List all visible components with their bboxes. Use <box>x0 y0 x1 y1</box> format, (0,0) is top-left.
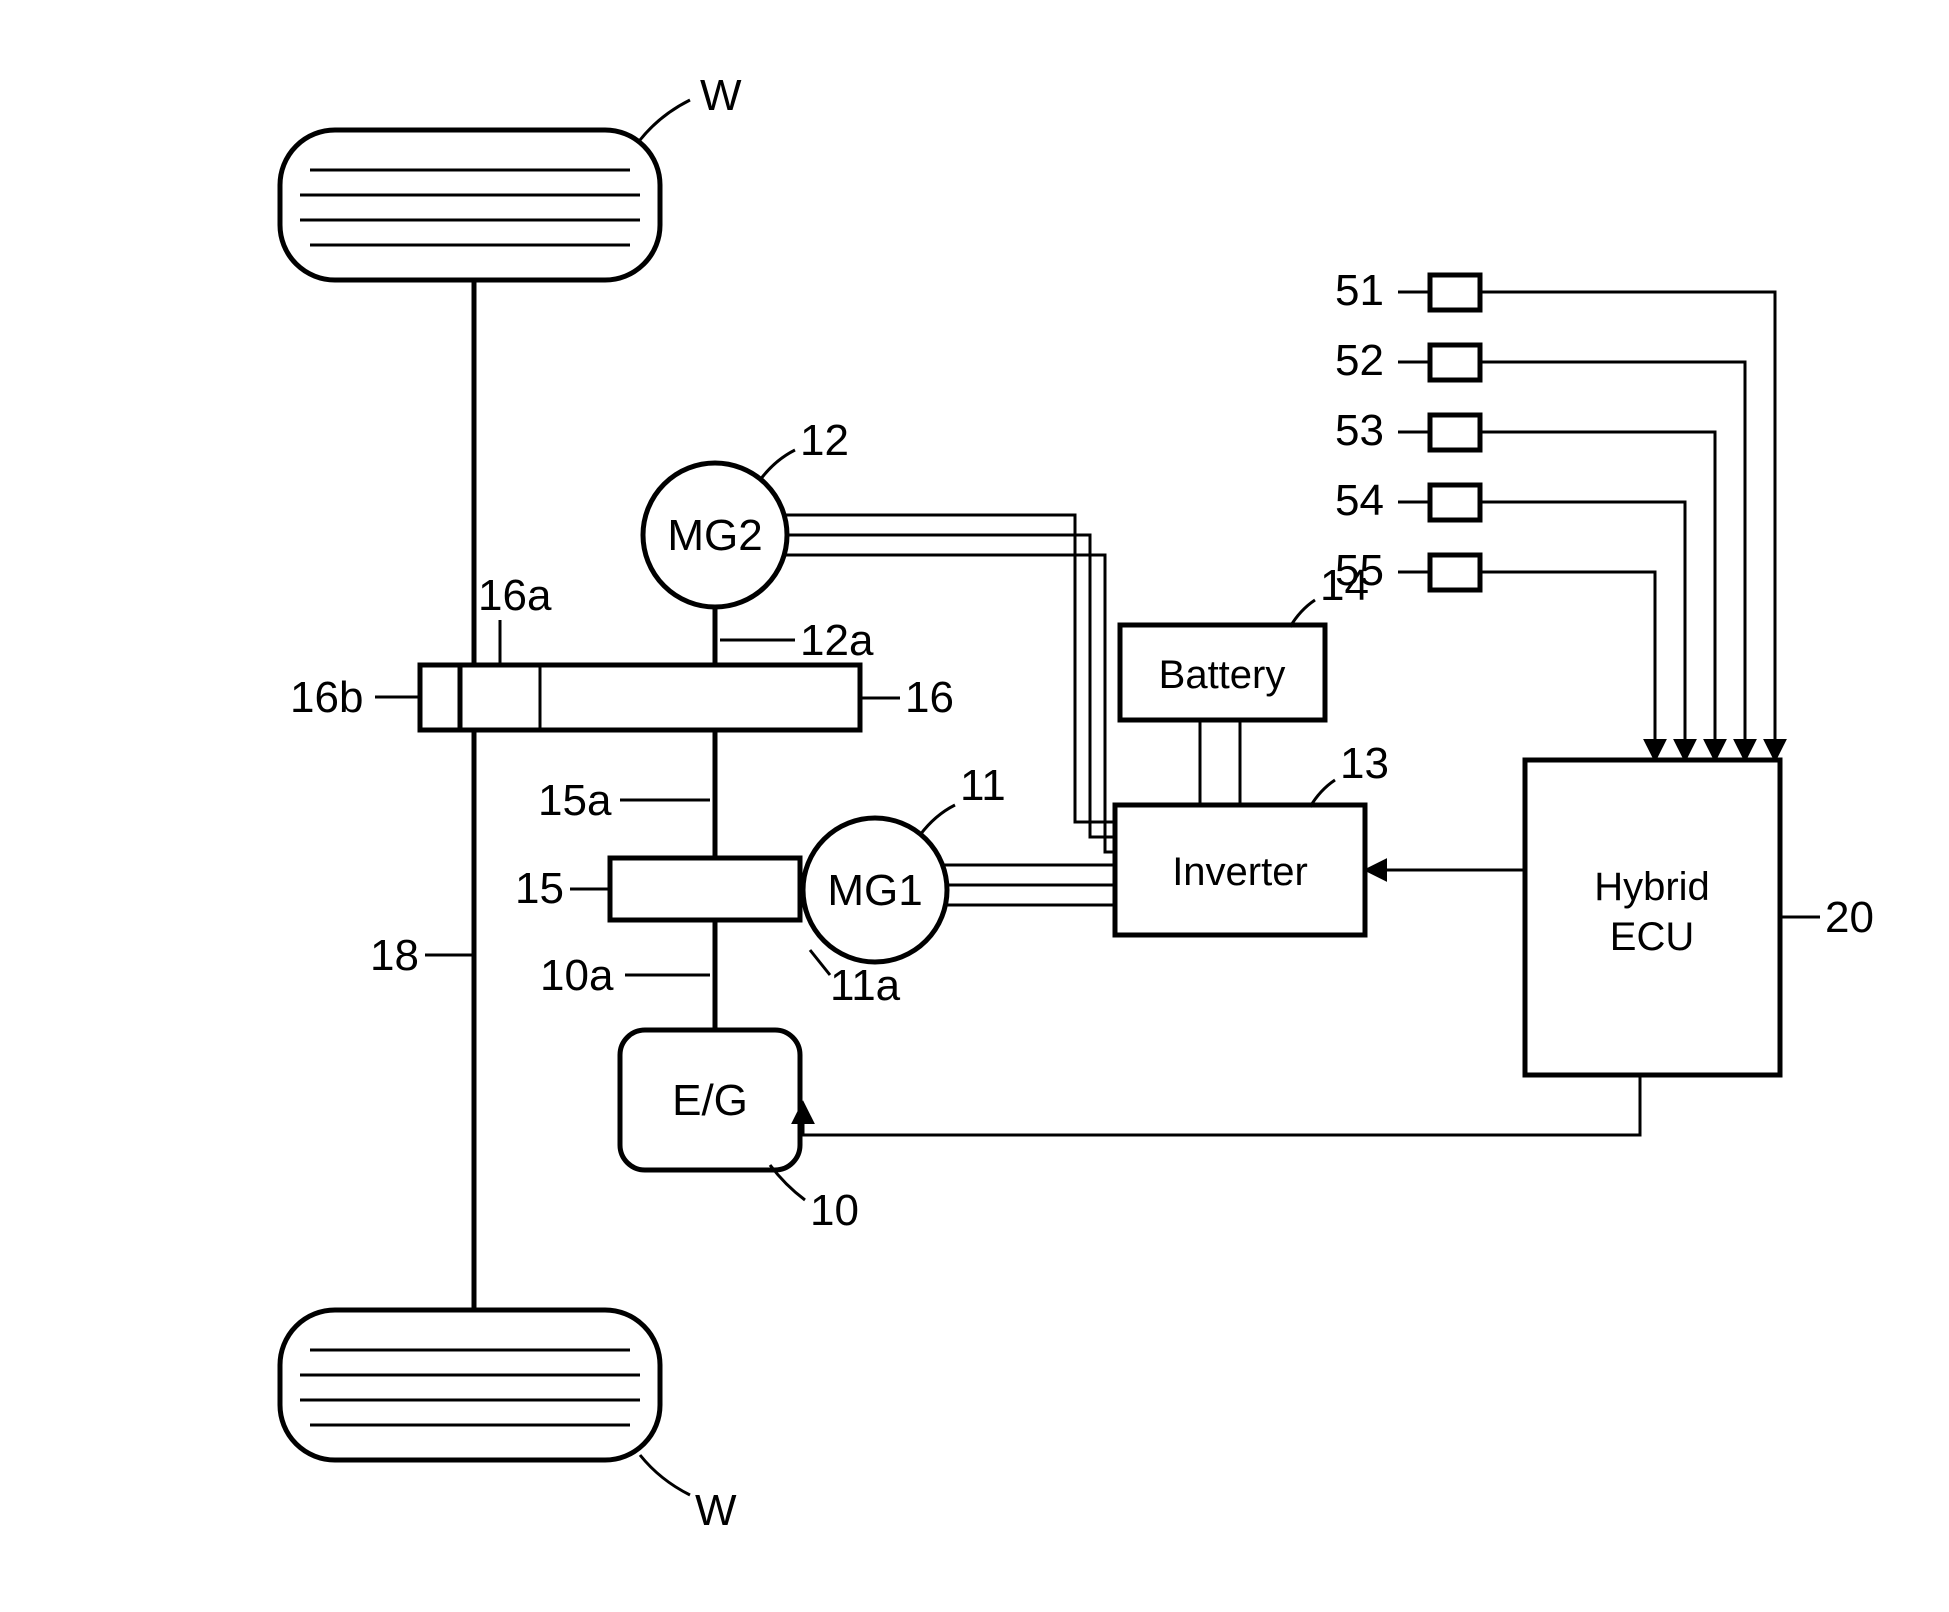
ref-12a: 12a <box>800 616 874 665</box>
sensor-51 <box>1430 275 1480 310</box>
ref-11: 11 <box>960 761 1006 810</box>
ref-51: 51 <box>1335 266 1384 315</box>
ref-10: 10 <box>810 1186 859 1235</box>
ref-w-top: W <box>700 71 742 120</box>
ref-53: 53 <box>1335 406 1384 455</box>
block-15 <box>610 858 800 920</box>
wheel-bottom <box>280 1310 660 1460</box>
ref-12: 12 <box>800 416 849 465</box>
sensor-52 <box>1430 345 1480 380</box>
lead-w-top <box>640 100 690 140</box>
engine-label: E/G <box>672 1076 748 1125</box>
lead-11 <box>920 805 955 835</box>
ecu-label-2: ECU <box>1610 915 1694 959</box>
lead-11a <box>810 950 830 975</box>
ref-55: 55 <box>1335 546 1384 595</box>
wire-53-ecu <box>1480 432 1715 758</box>
ref-15a: 15a <box>538 776 612 825</box>
sensor-54 <box>1430 485 1480 520</box>
inverter-label: Inverter <box>1172 850 1308 894</box>
mg1-label: MG1 <box>827 866 922 915</box>
lead-w-bot <box>640 1455 690 1495</box>
ref-16b: 16b <box>290 673 363 722</box>
lead-12 <box>760 450 795 480</box>
ref-20: 20 <box>1825 893 1874 942</box>
block-16b <box>420 665 460 730</box>
sensor-53 <box>1430 415 1480 450</box>
wire-ecu-eg <box>803 1075 1640 1135</box>
battery-label: Battery <box>1159 653 1286 697</box>
wire-52-ecu <box>1480 362 1745 758</box>
sensor-55 <box>1430 555 1480 590</box>
mg2-label: MG2 <box>667 511 762 560</box>
ecu-label-1: Hybrid <box>1594 865 1710 909</box>
ref-10a: 10a <box>540 951 614 1000</box>
ref-52: 52 <box>1335 336 1384 385</box>
block-16 <box>460 665 860 730</box>
wheel-top <box>280 130 660 280</box>
lead-10 <box>770 1165 805 1200</box>
ref-16: 16 <box>905 673 954 722</box>
wire-55-ecu <box>1480 572 1655 758</box>
ref-18: 18 <box>370 931 419 980</box>
ref-16a: 16a <box>478 571 552 620</box>
ref-w-bot: W <box>695 1486 737 1535</box>
ref-13: 13 <box>1340 739 1389 788</box>
ref-11a: 11a <box>830 961 901 1010</box>
ref-54: 54 <box>1335 476 1384 525</box>
ref-15: 15 <box>515 864 564 913</box>
